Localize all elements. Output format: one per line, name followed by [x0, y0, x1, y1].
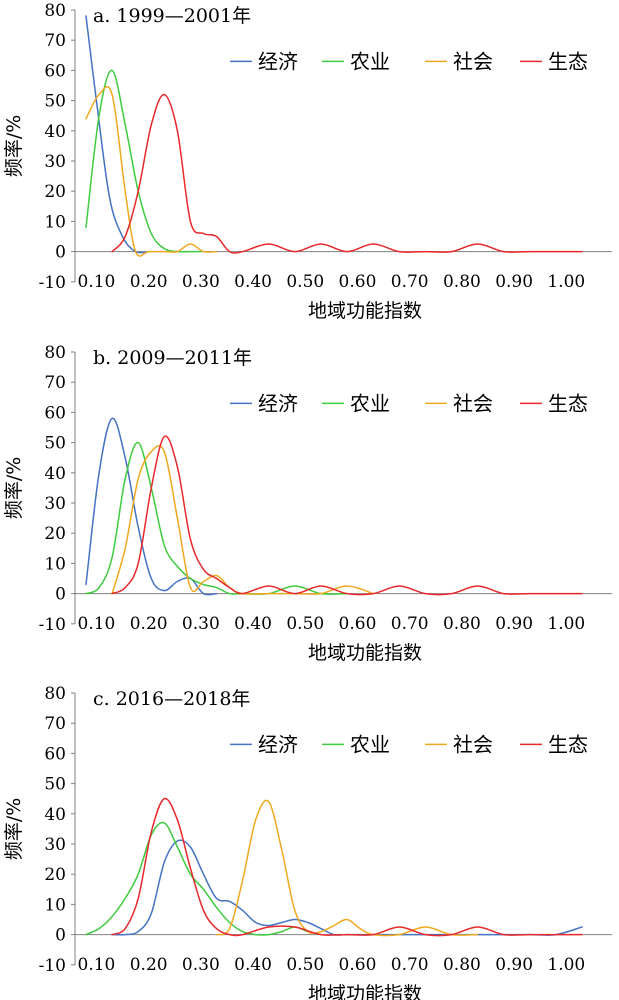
x-tick-label: 0.30 [182, 272, 220, 292]
y-axis-title: 频率/% [3, 457, 25, 519]
legend-entry: 经济 [258, 49, 298, 73]
x-tick-label: 0.10 [78, 272, 116, 292]
x-tick-label: 0.40 [234, 272, 272, 292]
x-tick-label: 0.70 [391, 272, 429, 292]
series-line-3 [111, 435, 583, 596]
y-tick-label: 10 [44, 895, 66, 915]
legend-entry: 农业 [350, 732, 390, 756]
y-axis-title: 频率/% [3, 115, 25, 177]
x-tick-label: 0.80 [443, 272, 481, 292]
x-tick-label: 0.10 [78, 955, 116, 975]
x-tick-label: 0.90 [495, 614, 533, 634]
legend-entry: 农业 [350, 391, 390, 415]
series-line-2 [215, 799, 479, 937]
y-tick-label: -10 [39, 273, 66, 293]
x-tick-label: 0.30 [182, 614, 220, 634]
x-tick-label: 0.50 [286, 272, 324, 292]
y-tick-label: 70 [44, 373, 66, 393]
x-tick-label: 0.40 [234, 955, 272, 975]
chart-title: a. 1999—2001年 [93, 5, 251, 27]
x-tick-label: 0.50 [286, 955, 324, 975]
chart-panel-2: -10 0 10 20 30 40 50 60 70 80 0.10 0.20 0.30 0.40 0.50… [3, 684, 612, 1000]
x-tick-label: 0.90 [495, 955, 533, 975]
y-tick-label: 70 [44, 714, 66, 734]
series-line-0 [111, 839, 583, 936]
y-tick-label: 50 [44, 434, 66, 454]
y-tick-label: 80 [44, 1, 66, 21]
y-tick-label: 80 [44, 343, 66, 363]
chart-title: b. 2009—2011年 [93, 347, 252, 369]
y-tick-label: 40 [44, 464, 66, 484]
legend-entry: 社会 [453, 732, 493, 756]
x-axis-title: 地域功能指数 [308, 300, 422, 322]
series-line-0 [85, 417, 218, 596]
x-tick-label: 0.20 [130, 955, 168, 975]
x-tick-label: 0.20 [130, 614, 168, 634]
legend-entry: 生态 [548, 732, 588, 756]
x-tick-label: 0.10 [78, 614, 116, 634]
x-tick-label: 0.20 [130, 272, 168, 292]
y-tick-label: 30 [44, 494, 66, 514]
x-tick-label: 0.50 [286, 614, 324, 634]
x-tick-label: 0.90 [495, 272, 533, 292]
series-line-1 [85, 441, 348, 595]
y-tick-label: 60 [44, 61, 66, 81]
series-line-3 [111, 93, 583, 254]
x-tick-label: 0.40 [234, 614, 272, 634]
y-axis-title: 频率/% [3, 798, 25, 860]
chart-panel-0: -10 0 10 20 30 40 50 60 70 80 0.10 0.20 0.30 0.40 0.50… [3, 1, 612, 322]
series-line-0 [85, 15, 150, 254]
y-tick-label: 10 [44, 554, 66, 574]
x-tick-label: 1.00 [547, 272, 585, 292]
y-tick-label: 0 [55, 585, 66, 605]
legend-entry: 经济 [258, 391, 298, 415]
x-tick-label: 1.00 [547, 614, 585, 634]
series-line-3 [111, 797, 583, 937]
y-tick-label: 20 [44, 182, 66, 202]
y-tick-label: 40 [44, 805, 66, 825]
y-tick-label: 0 [55, 926, 66, 946]
y-tick-label: 60 [44, 744, 66, 764]
series-line-2 [111, 444, 374, 595]
series-line-2 [85, 85, 218, 257]
legend-entry: 社会 [453, 391, 493, 415]
x-tick-label: 0.80 [443, 955, 481, 975]
x-tick-label: 0.70 [391, 955, 429, 975]
y-tick-label: 70 [44, 31, 66, 51]
chart-panel-1: -10 0 10 20 30 40 50 60 70 80 0.10 0.20 0.30 0.40 0.50… [3, 343, 612, 664]
y-tick-label: 50 [44, 775, 66, 795]
y-tick-label: 40 [44, 122, 66, 142]
series-line-1 [85, 821, 322, 936]
y-tick-label: 10 [44, 212, 66, 232]
y-tick-label: 20 [44, 865, 66, 885]
legend-entry: 经济 [258, 732, 298, 756]
series-line-1 [85, 69, 202, 253]
y-tick-label: 60 [44, 403, 66, 423]
x-tick-label: 0.70 [391, 614, 429, 634]
chart-title: c. 2016—2018年 [93, 688, 250, 710]
x-axis-title: 地域功能指数 [308, 983, 422, 1000]
legend-entry: 生态 [548, 49, 588, 73]
y-tick-label: 20 [44, 524, 66, 544]
x-tick-label: 0.60 [339, 955, 377, 975]
y-tick-label: 30 [44, 152, 66, 172]
y-tick-label: -10 [39, 615, 66, 635]
x-tick-label: 0.80 [443, 614, 481, 634]
x-tick-label: 0.60 [339, 614, 377, 634]
x-axis-title: 地域功能指数 [308, 642, 422, 664]
x-tick-label: 0.60 [339, 272, 377, 292]
legend-entry: 社会 [453, 49, 493, 73]
y-tick-label: 50 [44, 92, 66, 112]
x-tick-label: 1.00 [547, 955, 585, 975]
y-tick-label: -10 [39, 956, 66, 976]
y-tick-label: 30 [44, 835, 66, 855]
legend-entry: 生态 [548, 391, 588, 415]
y-tick-label: 0 [55, 243, 66, 263]
x-tick-label: 0.30 [182, 955, 220, 975]
y-tick-label: 80 [44, 684, 66, 704]
legend-entry: 农业 [350, 49, 390, 73]
